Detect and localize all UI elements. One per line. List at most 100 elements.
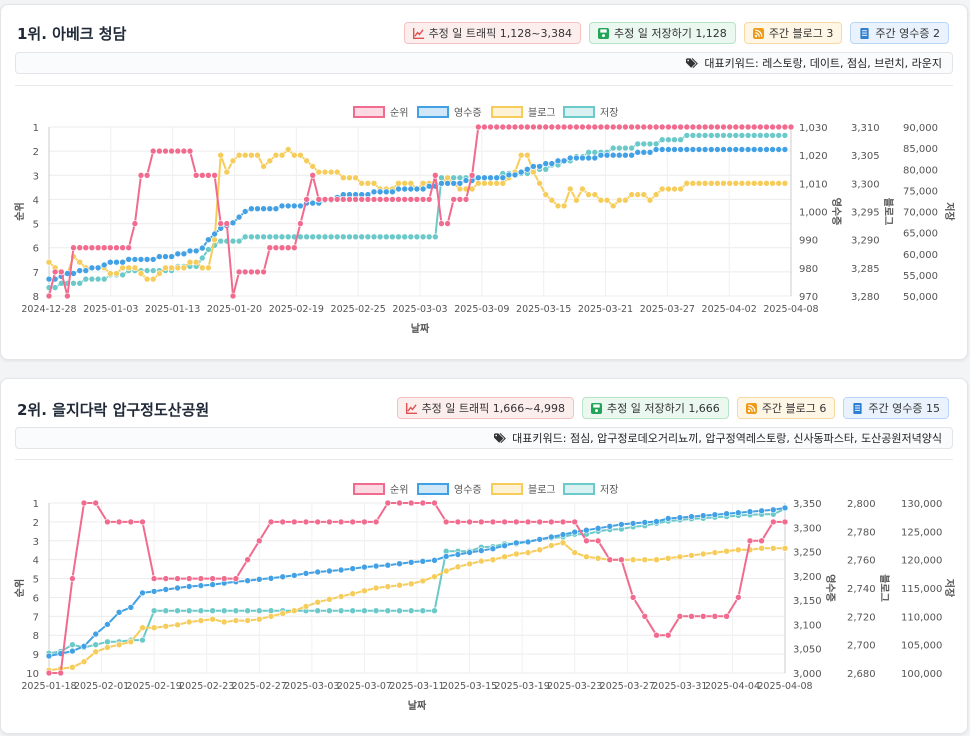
receipt-axis-title: 영수증 bbox=[824, 574, 837, 602]
data-point bbox=[209, 615, 216, 623]
data-point bbox=[211, 236, 218, 243]
keyword-text: 대표키워드: 점심, 압구정로데오거리뇨끼, 압구정역레스토랑, 신사동파스타,… bbox=[512, 432, 942, 445]
data-point bbox=[248, 233, 255, 241]
data-point bbox=[339, 233, 347, 241]
rank-tick-label: 8 bbox=[33, 292, 39, 303]
data-point bbox=[197, 575, 205, 582]
data-point bbox=[244, 556, 251, 563]
save-tick-label: 115,000 bbox=[901, 584, 942, 595]
data-point bbox=[364, 196, 372, 203]
data-point bbox=[309, 163, 317, 170]
data-point bbox=[573, 196, 580, 204]
data-point bbox=[585, 123, 592, 131]
data-point bbox=[174, 584, 181, 592]
data-point bbox=[781, 180, 789, 187]
data-point bbox=[591, 191, 599, 198]
x-tick-label: 2025-01-20 bbox=[207, 304, 262, 315]
data-point bbox=[456, 196, 464, 203]
data-point bbox=[629, 594, 637, 601]
x-axis-title: 날짜 bbox=[408, 699, 427, 712]
data-point bbox=[315, 233, 323, 241]
save-tick-label: 90,000 bbox=[903, 123, 938, 134]
data-point bbox=[683, 180, 691, 187]
data-point bbox=[217, 237, 224, 245]
data-point bbox=[254, 268, 261, 276]
data-point bbox=[100, 275, 108, 283]
data-point bbox=[197, 582, 205, 589]
data-point bbox=[174, 607, 181, 614]
data-point bbox=[640, 149, 648, 156]
data-point bbox=[615, 151, 623, 159]
data-point bbox=[235, 237, 243, 245]
data-point bbox=[517, 151, 525, 159]
data-point bbox=[431, 499, 438, 507]
data-point bbox=[456, 174, 464, 181]
data-point bbox=[185, 607, 193, 614]
data-point bbox=[744, 123, 752, 131]
x-tick-label: 2025-03-19 bbox=[495, 681, 550, 692]
data-point bbox=[746, 537, 754, 545]
save-axis-title: 저장 bbox=[943, 579, 956, 598]
data-point bbox=[419, 577, 427, 585]
data-point bbox=[781, 123, 789, 131]
data-point bbox=[290, 607, 298, 614]
data-point bbox=[542, 191, 550, 198]
series-rank bbox=[45, 499, 789, 677]
data-point bbox=[278, 151, 286, 159]
data-point bbox=[723, 510, 730, 517]
data-point bbox=[137, 270, 145, 277]
data-point bbox=[499, 180, 507, 187]
x-tick-label: 2025-02-19 bbox=[127, 681, 182, 692]
data-point bbox=[512, 518, 520, 526]
place-card-2: 2위. 을지다락 압구정도산공원 추정 일 트래픽 1,666~4,998 추정… bbox=[0, 378, 968, 734]
data-point bbox=[290, 518, 298, 526]
data-point bbox=[156, 270, 163, 277]
save-axis-title: 저장 bbox=[943, 202, 956, 221]
data-point bbox=[597, 123, 605, 131]
data-point bbox=[396, 607, 403, 614]
data-point bbox=[419, 233, 427, 241]
data-point bbox=[309, 233, 317, 241]
data-point bbox=[591, 154, 599, 162]
data-point bbox=[726, 180, 734, 187]
data-point bbox=[653, 631, 660, 639]
data-point bbox=[211, 230, 218, 238]
data-point bbox=[45, 669, 53, 677]
data-point bbox=[641, 613, 649, 620]
blog-badge: 주간 블로그 6 bbox=[736, 397, 836, 419]
data-point bbox=[658, 185, 666, 193]
data-point bbox=[137, 172, 145, 179]
data-point bbox=[303, 233, 310, 241]
rank-tick-label: 4 bbox=[33, 556, 39, 567]
legend-label: 저장 bbox=[600, 107, 618, 119]
data-point bbox=[542, 123, 550, 131]
data-point bbox=[641, 519, 649, 526]
data-point bbox=[384, 583, 392, 590]
data-point bbox=[536, 123, 543, 131]
save-tick-label: 85,000 bbox=[903, 144, 938, 155]
series-receipt bbox=[45, 146, 789, 283]
data-point bbox=[326, 518, 333, 526]
legend-item: 순위 bbox=[353, 483, 408, 496]
data-point bbox=[376, 233, 384, 241]
data-point bbox=[82, 275, 90, 283]
data-point bbox=[573, 154, 580, 162]
save-icon bbox=[590, 402, 602, 414]
data-point bbox=[701, 180, 709, 187]
data-point bbox=[88, 264, 96, 272]
data-point bbox=[69, 647, 76, 655]
data-point bbox=[113, 244, 120, 251]
data-point bbox=[384, 607, 392, 614]
data-point bbox=[104, 518, 111, 526]
data-point bbox=[671, 146, 678, 153]
data-point bbox=[628, 191, 635, 198]
data-point bbox=[358, 180, 366, 187]
data-point bbox=[382, 188, 390, 196]
data-point bbox=[664, 555, 672, 562]
data-point bbox=[665, 146, 672, 153]
rank-tick-label: 6 bbox=[33, 593, 39, 604]
x-axis-title: 날짜 bbox=[411, 322, 430, 335]
data-point bbox=[501, 518, 508, 526]
data-point bbox=[376, 188, 384, 196]
data-point bbox=[149, 147, 157, 155]
